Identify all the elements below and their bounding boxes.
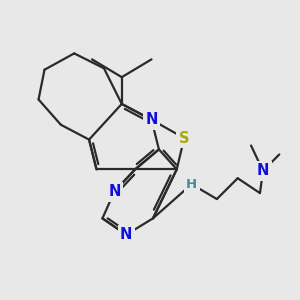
Text: S: S [179,130,189,146]
Text: H: H [186,178,197,191]
Text: N: N [120,227,132,242]
Text: N: N [108,184,121,199]
Text: N: N [145,112,158,127]
Text: N: N [257,163,269,178]
